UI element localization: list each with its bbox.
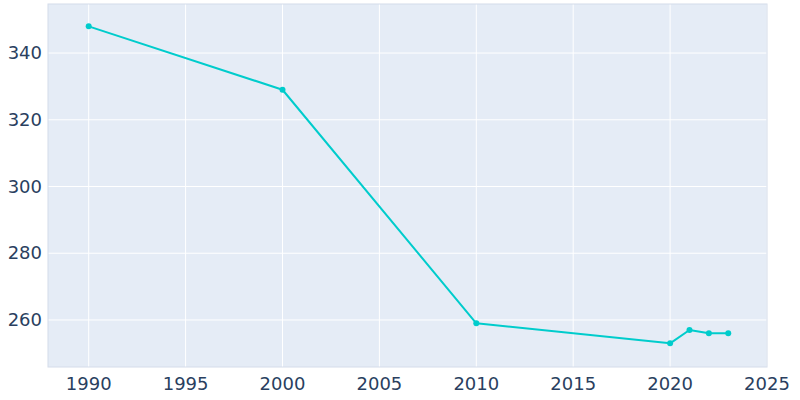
y-grid-line [48,53,767,54]
x-grid-line [573,4,574,367]
y-tick-label: 280 [8,242,42,263]
y-grid-line [48,253,767,254]
marker [279,87,285,93]
plot-background [48,4,767,367]
x-tick-label: 1990 [66,373,112,394]
x-tick-label: 2020 [647,373,693,394]
series-group [86,23,732,346]
line [89,26,729,343]
x-tick-label: 2025 [744,373,790,394]
y-grid-line [48,186,767,187]
marker [686,327,692,333]
x-grid-line [476,4,477,367]
x-tick-label: 2005 [356,373,402,394]
chart-container: 1990 1995 2000 2005 2010 2015 2020 2025 260 280 30… [0,0,800,400]
y-grid-line [48,119,767,120]
x-tick-label: 2010 [453,373,499,394]
y-tick-label: 340 [8,42,42,63]
x-grid-line [88,4,89,367]
marker [473,320,479,326]
y-tick-label: 300 [8,176,42,197]
y-tick-label: 260 [8,309,42,330]
x-grid-line [379,4,380,367]
marker [86,23,92,29]
x-tick-label: 2015 [550,373,596,394]
x-grid-line [282,4,283,367]
marker [706,330,712,336]
marker [725,330,731,336]
marker [667,340,673,346]
x-tick-label: 1995 [163,373,209,394]
y-tick-label: 320 [8,109,42,130]
chart-svg: 1990 1995 2000 2005 2010 2015 2020 2025 260 280 30… [0,0,800,400]
x-grid-line [670,4,671,367]
plot-frame [48,4,767,367]
grid [48,4,767,367]
x-tick-label: 2000 [260,373,306,394]
y-grid-line [48,319,767,320]
